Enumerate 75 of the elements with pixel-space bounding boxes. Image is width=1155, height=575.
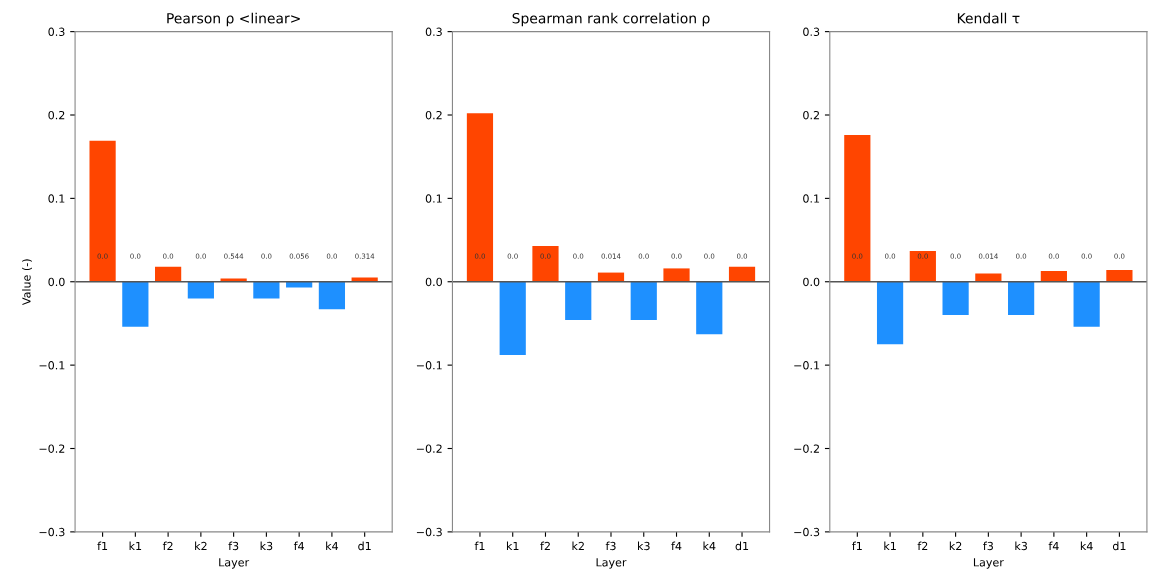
y-axis-title: Value (-) xyxy=(22,259,32,306)
bar xyxy=(122,281,149,327)
y-tick-label: 0.1 xyxy=(803,194,820,203)
x-tick-label: k1 xyxy=(129,541,142,551)
bar xyxy=(1008,281,1035,316)
x-tick-label: f3 xyxy=(228,541,239,551)
y-tick-label: −0.2 xyxy=(794,444,819,453)
bar xyxy=(499,281,526,356)
bar xyxy=(630,281,657,321)
bar xyxy=(844,135,871,282)
x-tick-label: k1 xyxy=(884,541,896,551)
bar xyxy=(1106,270,1133,282)
y-tick-label: 0.2 xyxy=(48,110,65,120)
x-axis-title: Layer xyxy=(219,558,250,569)
y-tick-label: −0.3 xyxy=(416,527,442,537)
y-tick-label: 0.2 xyxy=(803,110,819,120)
x-tick-label: k2 xyxy=(195,541,207,551)
x-tick-label: k3 xyxy=(260,541,273,551)
x-tick-label: k4 xyxy=(1080,541,1093,551)
bar xyxy=(1040,270,1067,282)
x-tick-label: f3 xyxy=(605,541,616,551)
x-tick-label: f4 xyxy=(1048,541,1059,551)
chart-title: Pearson ρ <linear> xyxy=(167,12,300,27)
y-tick-label: −0.2 xyxy=(416,444,442,453)
y-tick-label: 0.1 xyxy=(48,194,65,203)
y-tick-label: −0.3 xyxy=(794,527,820,537)
x-tick-label: f1 xyxy=(852,541,862,551)
bar xyxy=(565,281,592,321)
chart-title: Kendall τ xyxy=(957,12,1020,24)
x-tick-label: f2 xyxy=(917,541,928,551)
x-tick-label: k3 xyxy=(638,541,650,551)
bar xyxy=(155,266,182,282)
y-tick-label: −0.1 xyxy=(416,361,442,370)
x-tick-label: f2 xyxy=(540,541,550,551)
x-tick-label: k4 xyxy=(703,541,716,551)
bar xyxy=(663,268,690,282)
bar xyxy=(942,281,969,316)
bar xyxy=(696,281,723,335)
y-tick-label: 0.3 xyxy=(425,27,442,36)
y-tick-label: −0.1 xyxy=(39,361,65,370)
y-tick-label: 0.1 xyxy=(425,194,442,203)
x-tick-label: k1 xyxy=(506,541,519,551)
bar xyxy=(466,113,494,282)
y-tick-label: 0.2 xyxy=(425,110,442,120)
x-tick-label: f4 xyxy=(671,541,682,551)
x-tick-label: d1 xyxy=(358,541,371,551)
x-tick-label: k2 xyxy=(949,541,962,551)
x-tick-label: k4 xyxy=(326,541,339,551)
chart-title: Spearman rank correlation ρ xyxy=(512,12,710,27)
y-tick-label: 0.3 xyxy=(803,27,820,36)
x-tick-label: f4 xyxy=(293,541,305,551)
x-tick-label: f3 xyxy=(983,541,993,551)
y-tick-label: 0.0 xyxy=(425,277,442,287)
y-tick-label: −0.2 xyxy=(39,444,65,453)
x-tick-label: f2 xyxy=(162,541,173,551)
x-tick-label: f1 xyxy=(97,541,108,551)
bar xyxy=(909,250,936,282)
y-tick-label: −0.1 xyxy=(794,361,820,370)
y-tick-label: 0.0 xyxy=(48,277,65,287)
bar xyxy=(532,245,559,282)
bar xyxy=(1073,281,1100,327)
y-tick-label: −0.3 xyxy=(39,527,65,537)
x-tick-label: f1 xyxy=(474,541,485,551)
bar xyxy=(89,140,116,282)
x-axis-title: Layer xyxy=(973,558,1004,569)
x-tick-label: k3 xyxy=(1015,541,1027,551)
bar xyxy=(728,266,756,282)
y-tick-label: 0.3 xyxy=(48,27,65,36)
bar xyxy=(876,281,904,345)
x-tick-label: k2 xyxy=(572,541,584,551)
x-tick-label: d1 xyxy=(735,541,749,551)
x-tick-label: d1 xyxy=(1112,541,1126,551)
y-tick-label: 0.0 xyxy=(803,277,820,287)
bar xyxy=(318,281,346,310)
x-axis-title: Layer xyxy=(596,558,627,569)
